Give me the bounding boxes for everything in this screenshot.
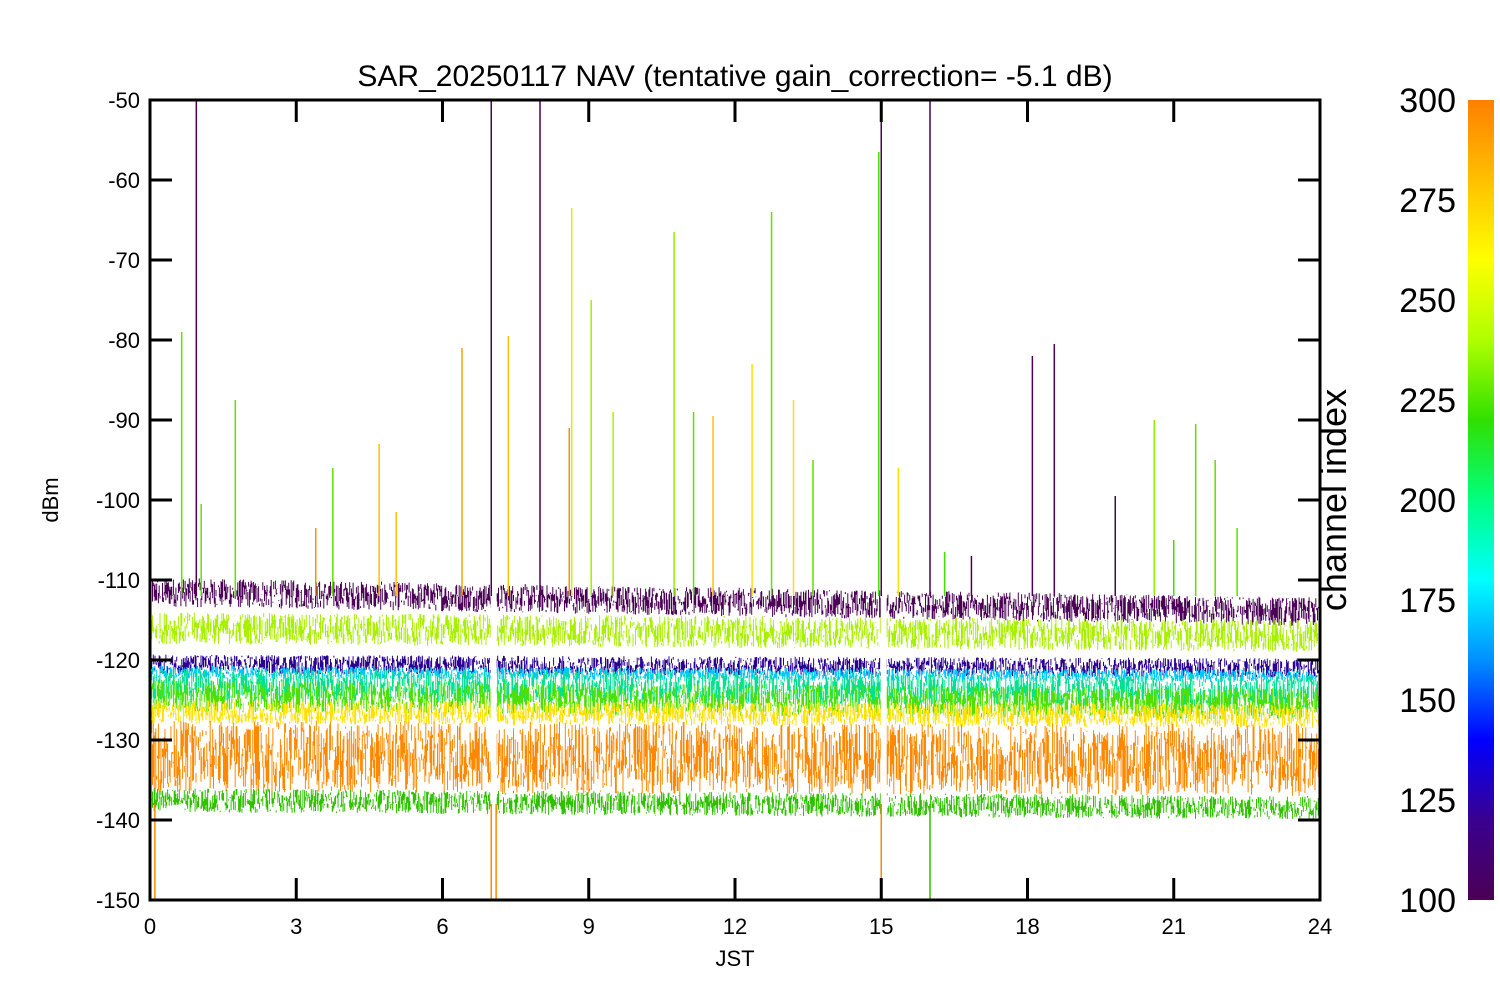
- signal-spikes: [154, 100, 1238, 900]
- x-tick-label: 9: [583, 914, 595, 939]
- y-tick-label: -80: [108, 328, 140, 353]
- colorbar: [1468, 100, 1494, 900]
- axes: 0 3 6 9 12 15 18 21 24 -50 -60 -70 -80 -90 -100 -110 -12…: [96, 88, 1332, 939]
- x-tick-label: 24: [1308, 914, 1332, 939]
- series-band-ch290: [150, 720, 1320, 796]
- colorbar-ticks: 300 275 250 225 200 175 150 125 100: [1399, 82, 1456, 920]
- y-tick-label: -90: [108, 408, 140, 433]
- x-tick-label: 21: [1162, 914, 1186, 939]
- y-tick-label: -150: [96, 888, 140, 913]
- x-tick-label: 3: [290, 914, 302, 939]
- colorbar-tick-label: 175: [1399, 582, 1456, 620]
- colorbar-tick-label: 225: [1399, 382, 1456, 420]
- y-tick-label: -100: [96, 488, 140, 513]
- colorbar-tick-label: 200: [1399, 482, 1456, 520]
- y-tick-label: -140: [96, 808, 140, 833]
- x-tick-label: 6: [436, 914, 448, 939]
- plot-frame: [148, 98, 1322, 902]
- series-band-ch250: [150, 612, 1320, 652]
- series-band-ch110: [150, 577, 1320, 626]
- colorbar-tick-label: 275: [1399, 182, 1456, 220]
- data-gap: [490, 100, 497, 900]
- y-tick-label: -110: [98, 568, 140, 593]
- colorbar-label: channel index: [1313, 389, 1354, 611]
- x-tick-label: 15: [869, 914, 893, 939]
- colorbar-tick-label: 125: [1399, 782, 1456, 820]
- data-gaps: [490, 100, 887, 900]
- y-axis-label: dBm: [38, 477, 63, 522]
- colorbar-tick-label: 250: [1399, 282, 1456, 320]
- x-tick-label: 18: [1015, 914, 1039, 939]
- y-tick-label: -120: [96, 648, 140, 673]
- y-tick-label: -130: [96, 728, 140, 753]
- x-axis-label: JST: [715, 946, 754, 971]
- colorbar-tick-label: 100: [1399, 882, 1456, 920]
- series-band-ch230: [150, 788, 1320, 820]
- colorbar-tick-label: 300: [1399, 82, 1456, 120]
- plot-area: [150, 577, 1320, 820]
- x-tick-label: 0: [144, 914, 156, 939]
- data-gap: [880, 100, 887, 900]
- chart-title: SAR_20250117 NAV (tentative gain_correct…: [357, 60, 1112, 93]
- y-tick-label: -50: [108, 88, 140, 113]
- x-tick-label: 12: [723, 914, 747, 939]
- colorbar-tick-label: 150: [1399, 682, 1456, 720]
- y-tick-label: -70: [108, 248, 140, 273]
- y-tick-label: -60: [108, 168, 140, 193]
